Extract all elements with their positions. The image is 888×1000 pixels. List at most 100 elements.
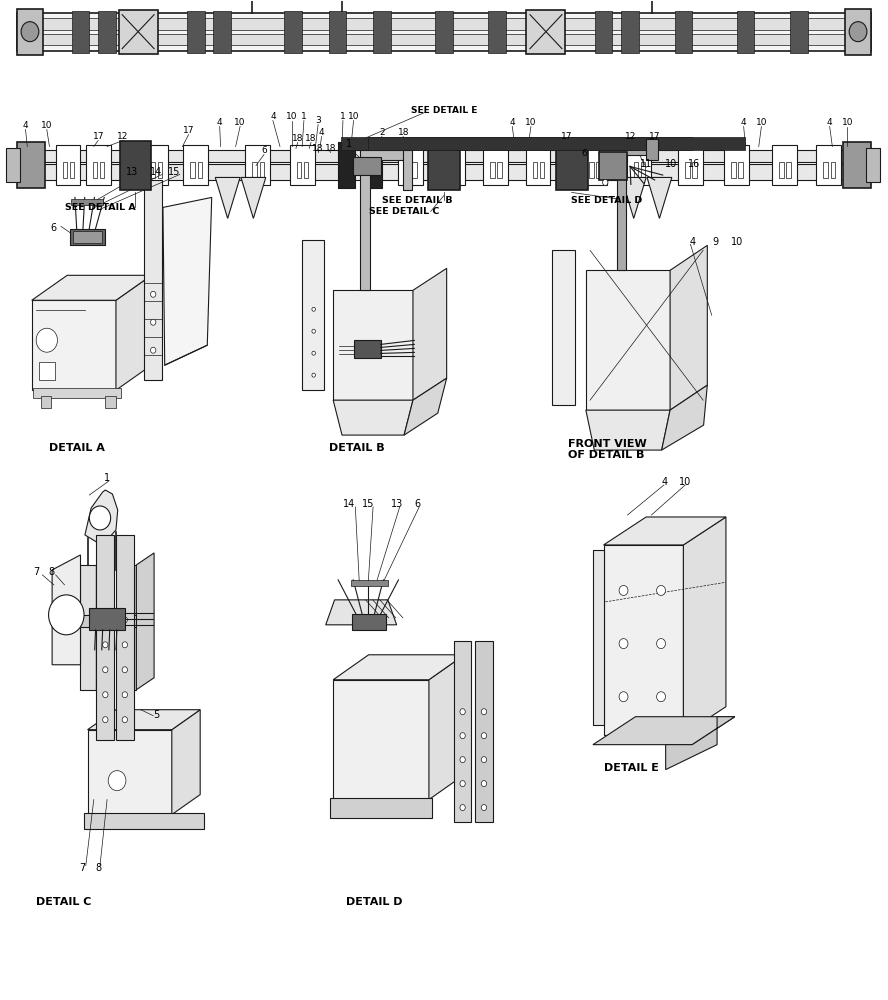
- Polygon shape: [137, 553, 155, 690]
- Bar: [341, 137, 693, 150]
- Circle shape: [312, 373, 315, 377]
- Bar: [297, 162, 301, 178]
- Text: 18: 18: [305, 134, 317, 143]
- Text: SEE DETAIL D: SEE DETAIL D: [571, 196, 642, 205]
- Bar: [556, 140, 588, 190]
- Circle shape: [103, 717, 108, 723]
- Polygon shape: [622, 177, 646, 218]
- Polygon shape: [647, 177, 672, 218]
- Circle shape: [656, 639, 665, 649]
- Bar: [590, 162, 594, 178]
- Circle shape: [151, 319, 156, 325]
- Text: 1: 1: [301, 112, 306, 121]
- Bar: [678, 145, 703, 185]
- Bar: [17, 164, 871, 180]
- Bar: [843, 142, 871, 188]
- Bar: [448, 162, 452, 178]
- Bar: [373, 11, 391, 53]
- Bar: [34, 388, 122, 398]
- Text: 17: 17: [92, 132, 104, 141]
- Polygon shape: [593, 717, 734, 745]
- Bar: [403, 150, 412, 190]
- Text: 15: 15: [362, 499, 375, 509]
- Circle shape: [481, 709, 487, 715]
- Text: 10: 10: [234, 118, 246, 127]
- Text: 10: 10: [665, 159, 677, 169]
- Bar: [634, 162, 638, 178]
- Polygon shape: [241, 177, 266, 218]
- Bar: [63, 162, 67, 178]
- Text: 10: 10: [525, 118, 536, 127]
- Polygon shape: [333, 655, 464, 680]
- Circle shape: [619, 585, 628, 595]
- Bar: [844, 9, 871, 55]
- Bar: [106, 396, 116, 408]
- Text: 8: 8: [95, 863, 101, 873]
- Text: 4: 4: [319, 128, 324, 137]
- Polygon shape: [85, 490, 118, 542]
- Bar: [405, 162, 409, 178]
- Bar: [81, 615, 137, 627]
- Bar: [540, 162, 544, 178]
- Bar: [641, 162, 646, 178]
- Text: 10: 10: [842, 118, 853, 127]
- Bar: [779, 162, 783, 178]
- Text: 4: 4: [827, 118, 832, 127]
- Text: FRONT VIEW: FRONT VIEW: [568, 439, 646, 449]
- Circle shape: [481, 757, 487, 763]
- Text: DETAIL C: DETAIL C: [36, 897, 91, 907]
- Polygon shape: [604, 517, 726, 545]
- Circle shape: [312, 351, 315, 355]
- Text: OF DETAIL B: OF DETAIL B: [568, 450, 645, 460]
- Bar: [354, 340, 381, 358]
- Text: 6: 6: [261, 146, 267, 155]
- Text: 10: 10: [679, 477, 691, 487]
- Bar: [144, 145, 168, 185]
- Bar: [17, 13, 871, 51]
- Circle shape: [103, 642, 108, 648]
- Polygon shape: [670, 245, 708, 410]
- Circle shape: [849, 22, 867, 42]
- Bar: [454, 641, 472, 822]
- Bar: [86, 145, 111, 185]
- Text: 10: 10: [41, 121, 52, 130]
- Text: DETAIL D: DETAIL D: [346, 897, 403, 907]
- Text: SEE DETAIL E: SEE DETAIL E: [411, 106, 477, 115]
- Text: 12: 12: [117, 132, 129, 141]
- Polygon shape: [326, 600, 397, 625]
- Bar: [830, 162, 835, 178]
- Bar: [772, 145, 797, 185]
- Text: DETAIL B: DETAIL B: [329, 443, 385, 453]
- Text: SEE DETAIL C: SEE DETAIL C: [369, 207, 439, 216]
- Text: 7: 7: [79, 863, 85, 873]
- Polygon shape: [171, 710, 200, 815]
- Circle shape: [123, 717, 128, 723]
- Bar: [368, 137, 745, 150]
- Polygon shape: [97, 553, 115, 690]
- Bar: [252, 162, 257, 178]
- Circle shape: [656, 585, 665, 595]
- Circle shape: [123, 642, 128, 648]
- Bar: [353, 157, 381, 175]
- Text: DETAIL E: DETAIL E: [604, 763, 659, 773]
- Bar: [738, 162, 742, 178]
- Text: 18: 18: [313, 144, 324, 153]
- Text: 4: 4: [689, 237, 695, 247]
- Bar: [69, 229, 105, 245]
- Text: 9: 9: [712, 237, 718, 247]
- Bar: [597, 162, 601, 178]
- Circle shape: [21, 22, 39, 42]
- Text: 18: 18: [325, 144, 337, 153]
- Circle shape: [123, 667, 128, 673]
- Bar: [823, 162, 828, 178]
- Bar: [599, 143, 653, 155]
- Text: 4: 4: [510, 118, 515, 127]
- Text: 13: 13: [391, 499, 403, 509]
- Polygon shape: [121, 565, 137, 690]
- Bar: [675, 11, 693, 53]
- Bar: [158, 162, 162, 178]
- Polygon shape: [552, 250, 575, 405]
- Text: 4: 4: [662, 477, 668, 487]
- Polygon shape: [81, 565, 97, 690]
- Circle shape: [90, 506, 111, 530]
